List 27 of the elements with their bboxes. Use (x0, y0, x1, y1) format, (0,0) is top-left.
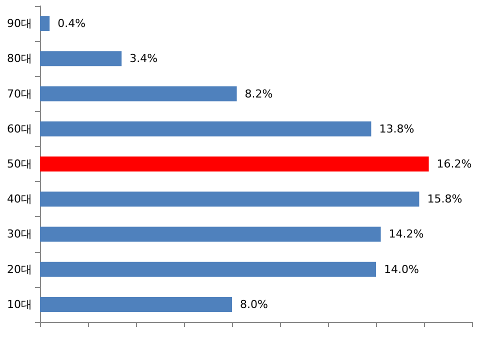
y-tick-label: 20대 (7, 262, 32, 276)
data-label: 16.2% (436, 158, 472, 170)
y-tick-label: 50대 (7, 158, 32, 170)
bar (40, 16, 50, 32)
bar (40, 51, 122, 66)
bar (40, 121, 372, 136)
data-label: 14.2% (388, 228, 424, 241)
data-label: 8.0% (240, 298, 268, 311)
data-label: 13.8% (379, 122, 414, 136)
y-tick-label: 10대 (7, 298, 32, 311)
y-tick-label: 70대 (7, 87, 32, 100)
bar (40, 156, 429, 172)
y-tick-label: 80대 (7, 52, 32, 66)
y-tick-label: 30대 (7, 228, 32, 241)
data-label: 14.0% (384, 262, 419, 276)
data-label: 8.2% (244, 87, 273, 100)
bar (40, 192, 420, 207)
data-label: 0.4% (58, 17, 86, 30)
bar (40, 226, 381, 242)
bar (40, 296, 232, 312)
y-tick-label: 60대 (7, 122, 32, 136)
bar (40, 86, 237, 102)
data-label: 3.4% (130, 52, 158, 66)
y-tick-label: 90대 (7, 17, 32, 30)
bar (40, 262, 376, 277)
data-label: 15.8% (427, 192, 462, 206)
y-tick-label: 40대 (7, 192, 32, 206)
